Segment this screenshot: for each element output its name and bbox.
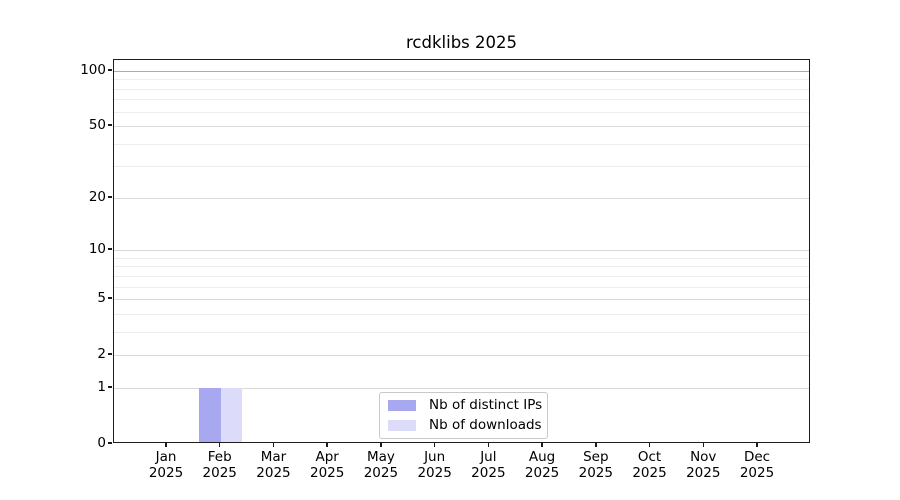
- gridline-minor: [114, 331, 809, 333]
- x-tick-mark: [272, 442, 275, 447]
- y-tick-label: 5: [97, 290, 106, 307]
- x-tick-mark: [165, 442, 167, 447]
- x-tick-mark: [648, 442, 651, 447]
- gridline-major: [114, 387, 809, 389]
- gridline-minor: [114, 266, 809, 268]
- y-tick-mark: [108, 69, 112, 71]
- gridline-major: [114, 250, 809, 252]
- y-tick-mark: [108, 196, 112, 198]
- gridline-major: [114, 355, 809, 357]
- legend-entry-downloads: Nb of downloads: [388, 417, 542, 434]
- y-tick-label: 50: [88, 117, 106, 134]
- gridline-minor: [114, 313, 809, 315]
- x-tick-mark: [702, 442, 705, 447]
- bar-distinct-ips-feb: [199, 387, 221, 443]
- x-tick-label: Oct 2025: [632, 449, 667, 481]
- legend-swatch-distinct-ips-icon: [388, 400, 416, 411]
- gridline-major: [114, 126, 809, 128]
- gridline-minor: [114, 111, 809, 113]
- x-tick-mark: [326, 442, 328, 447]
- plot-area: Nb of distinct IPs Nb of downloads: [113, 59, 810, 443]
- x-tick-label: Aug 2025: [524, 449, 560, 481]
- gridline-minor: [114, 88, 809, 90]
- gridline-minor: [114, 99, 809, 101]
- gridline-major: [114, 299, 809, 301]
- y-tick-label: 10: [88, 241, 106, 258]
- gridline-major: [114, 197, 809, 199]
- gridline-minor: [114, 257, 809, 259]
- x-tick-mark: [218, 442, 221, 447]
- x-tick-label: Sep 2025: [578, 449, 613, 481]
- y-tick-mark: [108, 386, 112, 388]
- x-tick-mark: [595, 442, 597, 447]
- y-tick-label: 0: [97, 435, 106, 451]
- x-tick-label: Jun 2025: [417, 449, 452, 481]
- gridline-minor: [114, 166, 809, 168]
- x-tick-label: Mar 2025: [256, 449, 291, 481]
- legend-entry-distinct-ips: Nb of distinct IPs: [388, 397, 543, 414]
- x-tick-mark: [380, 442, 382, 447]
- y-tick-mark: [108, 353, 112, 355]
- y-tick-label: 100: [80, 62, 106, 78]
- y-tick-mark: [108, 297, 112, 299]
- y-tick-mark: [108, 248, 112, 250]
- x-tick-label: May 2025: [363, 449, 399, 481]
- gridline-minor: [114, 79, 809, 81]
- gridline-minor: [114, 275, 809, 277]
- y-tick-label: 20: [88, 188, 106, 205]
- x-tick-label: Dec 2025: [739, 449, 775, 481]
- legend-label-distinct-ips: Nb of distinct IPs: [429, 397, 543, 413]
- x-tick-mark: [487, 442, 490, 447]
- legend: Nb of distinct IPs Nb of downloads: [379, 392, 548, 439]
- gridline-major: [114, 71, 809, 72]
- x-tick-label: Feb 2025: [202, 449, 237, 481]
- y-tick-label: 1: [97, 378, 106, 395]
- chart-title: rcdklibs 2025: [406, 33, 517, 52]
- x-tick-mark: [541, 442, 543, 447]
- x-tick-mark: [756, 442, 758, 447]
- x-tick-label: Apr 2025: [309, 449, 345, 481]
- x-tick-label: Nov 2025: [686, 449, 721, 481]
- x-tick-label: Jan 2025: [148, 449, 184, 481]
- gridline-minor: [114, 143, 809, 145]
- legend-label-downloads: Nb of downloads: [429, 417, 542, 433]
- gridline-minor: [114, 286, 809, 288]
- y-tick-mark: [108, 442, 112, 444]
- legend-swatch-downloads-icon: [388, 420, 416, 431]
- x-tick-mark: [433, 442, 436, 447]
- bar-downloads-feb: [220, 387, 243, 443]
- y-tick-mark: [108, 124, 112, 126]
- y-tick-label: 2: [97, 346, 106, 363]
- x-tick-label: Jul 2025: [471, 449, 506, 481]
